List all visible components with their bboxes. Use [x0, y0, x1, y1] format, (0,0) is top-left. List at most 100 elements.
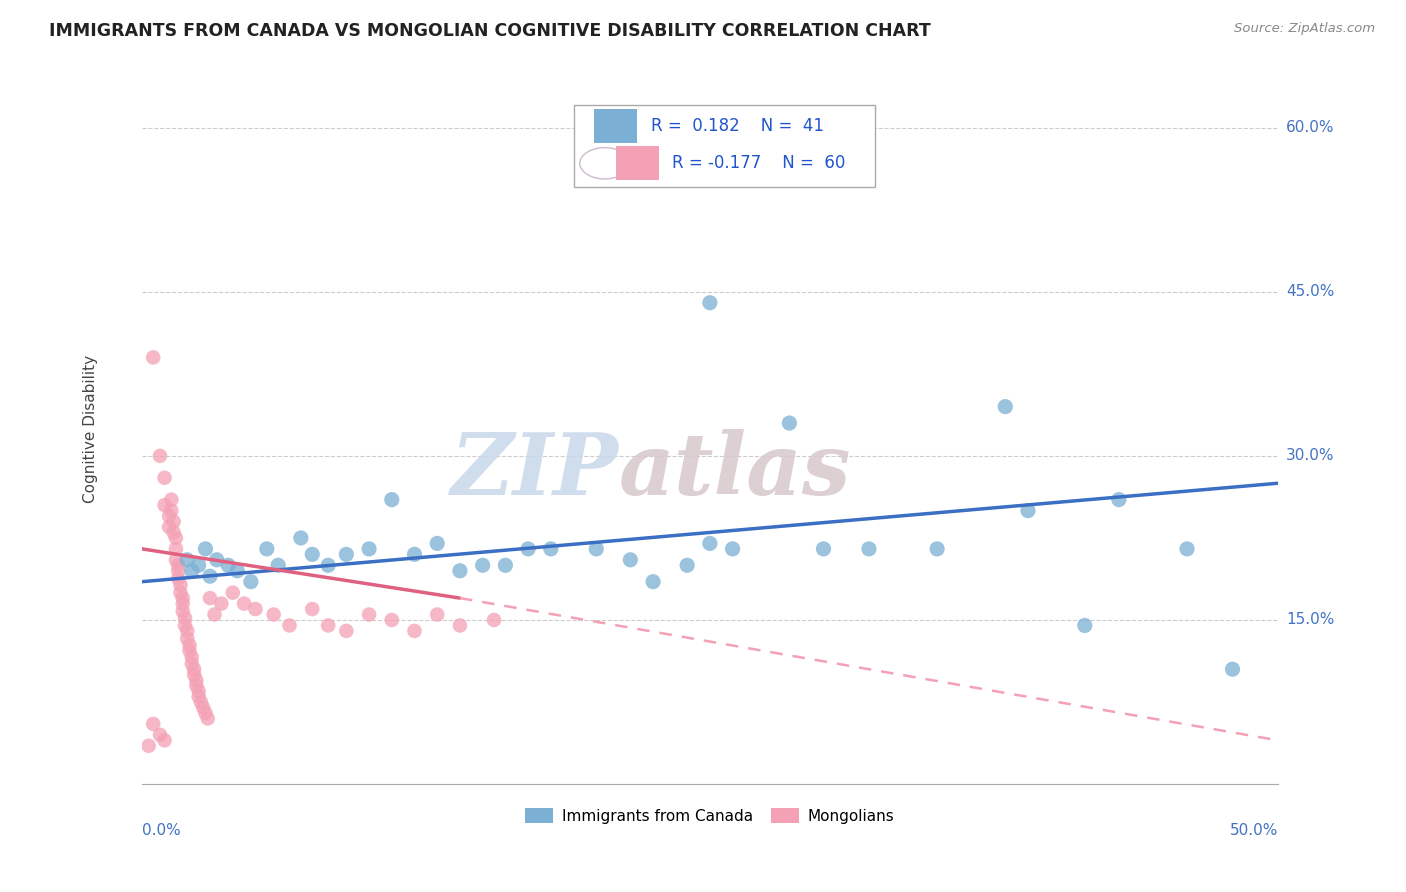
Point — [1175, 541, 1198, 556]
Point — [233, 597, 256, 611]
Point — [494, 558, 516, 573]
Point — [301, 602, 323, 616]
Point — [198, 569, 221, 583]
Point — [278, 618, 301, 632]
Point — [245, 602, 267, 616]
Point — [316, 618, 339, 632]
Point — [180, 650, 202, 665]
Point — [209, 597, 232, 611]
Point — [1074, 618, 1097, 632]
Circle shape — [579, 148, 630, 179]
Point — [585, 541, 607, 556]
Point — [167, 564, 190, 578]
Text: 30.0%: 30.0% — [1286, 449, 1334, 463]
Point — [721, 541, 744, 556]
Legend: Immigrants from Canada, Mongolians: Immigrants from Canada, Mongolians — [519, 802, 901, 830]
Point — [167, 571, 190, 585]
Point — [172, 597, 194, 611]
Point — [174, 618, 197, 632]
Point — [180, 657, 202, 671]
Point — [517, 541, 540, 556]
Point — [198, 591, 221, 606]
Text: Cognitive Disability: Cognitive Disability — [83, 354, 98, 502]
Point — [404, 624, 426, 638]
Point — [179, 643, 201, 657]
Point — [172, 604, 194, 618]
Point — [381, 492, 404, 507]
Point — [176, 624, 198, 638]
Text: R = -0.177    N =  60: R = -0.177 N = 60 — [672, 154, 846, 172]
Point — [169, 585, 191, 599]
Point — [301, 547, 323, 561]
Point — [186, 673, 208, 688]
Point — [176, 632, 198, 646]
Point — [153, 498, 176, 512]
Point — [778, 416, 800, 430]
Point — [619, 553, 641, 567]
Point — [187, 684, 209, 698]
Point — [197, 711, 219, 725]
Text: ZIP: ZIP — [451, 429, 619, 513]
Point — [676, 558, 699, 573]
Point — [160, 503, 183, 517]
Text: Source: ZipAtlas.com: Source: ZipAtlas.com — [1234, 22, 1375, 36]
Point — [149, 449, 172, 463]
Point — [194, 541, 217, 556]
Point — [1222, 662, 1244, 676]
Point — [471, 558, 494, 573]
Point — [187, 690, 209, 704]
Text: 50.0%: 50.0% — [1230, 823, 1278, 838]
Point — [165, 553, 187, 567]
Point — [426, 607, 449, 622]
Point — [256, 541, 278, 556]
Point — [316, 558, 339, 573]
Point — [290, 531, 312, 545]
Point — [699, 536, 721, 550]
Point — [183, 667, 205, 681]
Point — [925, 541, 948, 556]
Point — [239, 574, 262, 589]
FancyBboxPatch shape — [593, 109, 637, 144]
Point — [357, 541, 380, 556]
Point — [449, 564, 471, 578]
Point — [138, 739, 160, 753]
Point — [263, 607, 285, 622]
Point — [176, 553, 198, 567]
Point — [160, 492, 183, 507]
Point — [858, 541, 880, 556]
Point — [194, 706, 217, 720]
Text: 15.0%: 15.0% — [1286, 613, 1334, 627]
Point — [193, 700, 215, 714]
Point — [540, 541, 562, 556]
Point — [381, 613, 404, 627]
Point — [335, 547, 357, 561]
Point — [190, 695, 212, 709]
Point — [142, 717, 165, 731]
Point — [179, 638, 201, 652]
Text: atlas: atlas — [619, 429, 852, 513]
Point — [641, 574, 664, 589]
Point — [183, 662, 205, 676]
Point — [163, 515, 186, 529]
FancyBboxPatch shape — [574, 105, 875, 186]
Point — [142, 351, 165, 365]
Point — [267, 558, 290, 573]
FancyBboxPatch shape — [616, 146, 659, 180]
Point — [186, 679, 208, 693]
Point — [167, 558, 190, 573]
Point — [153, 733, 176, 747]
Point — [357, 607, 380, 622]
Text: 45.0%: 45.0% — [1286, 285, 1334, 300]
Text: IMMIGRANTS FROM CANADA VS MONGOLIAN COGNITIVE DISABILITY CORRELATION CHART: IMMIGRANTS FROM CANADA VS MONGOLIAN COGN… — [49, 22, 931, 40]
Point — [449, 618, 471, 632]
Point — [187, 558, 209, 573]
Point — [180, 564, 202, 578]
Point — [174, 611, 197, 625]
Point — [335, 624, 357, 638]
Point — [813, 541, 835, 556]
Point — [157, 509, 180, 524]
Point — [163, 525, 186, 540]
Point — [149, 728, 172, 742]
Point — [172, 591, 194, 606]
Point — [222, 585, 245, 599]
